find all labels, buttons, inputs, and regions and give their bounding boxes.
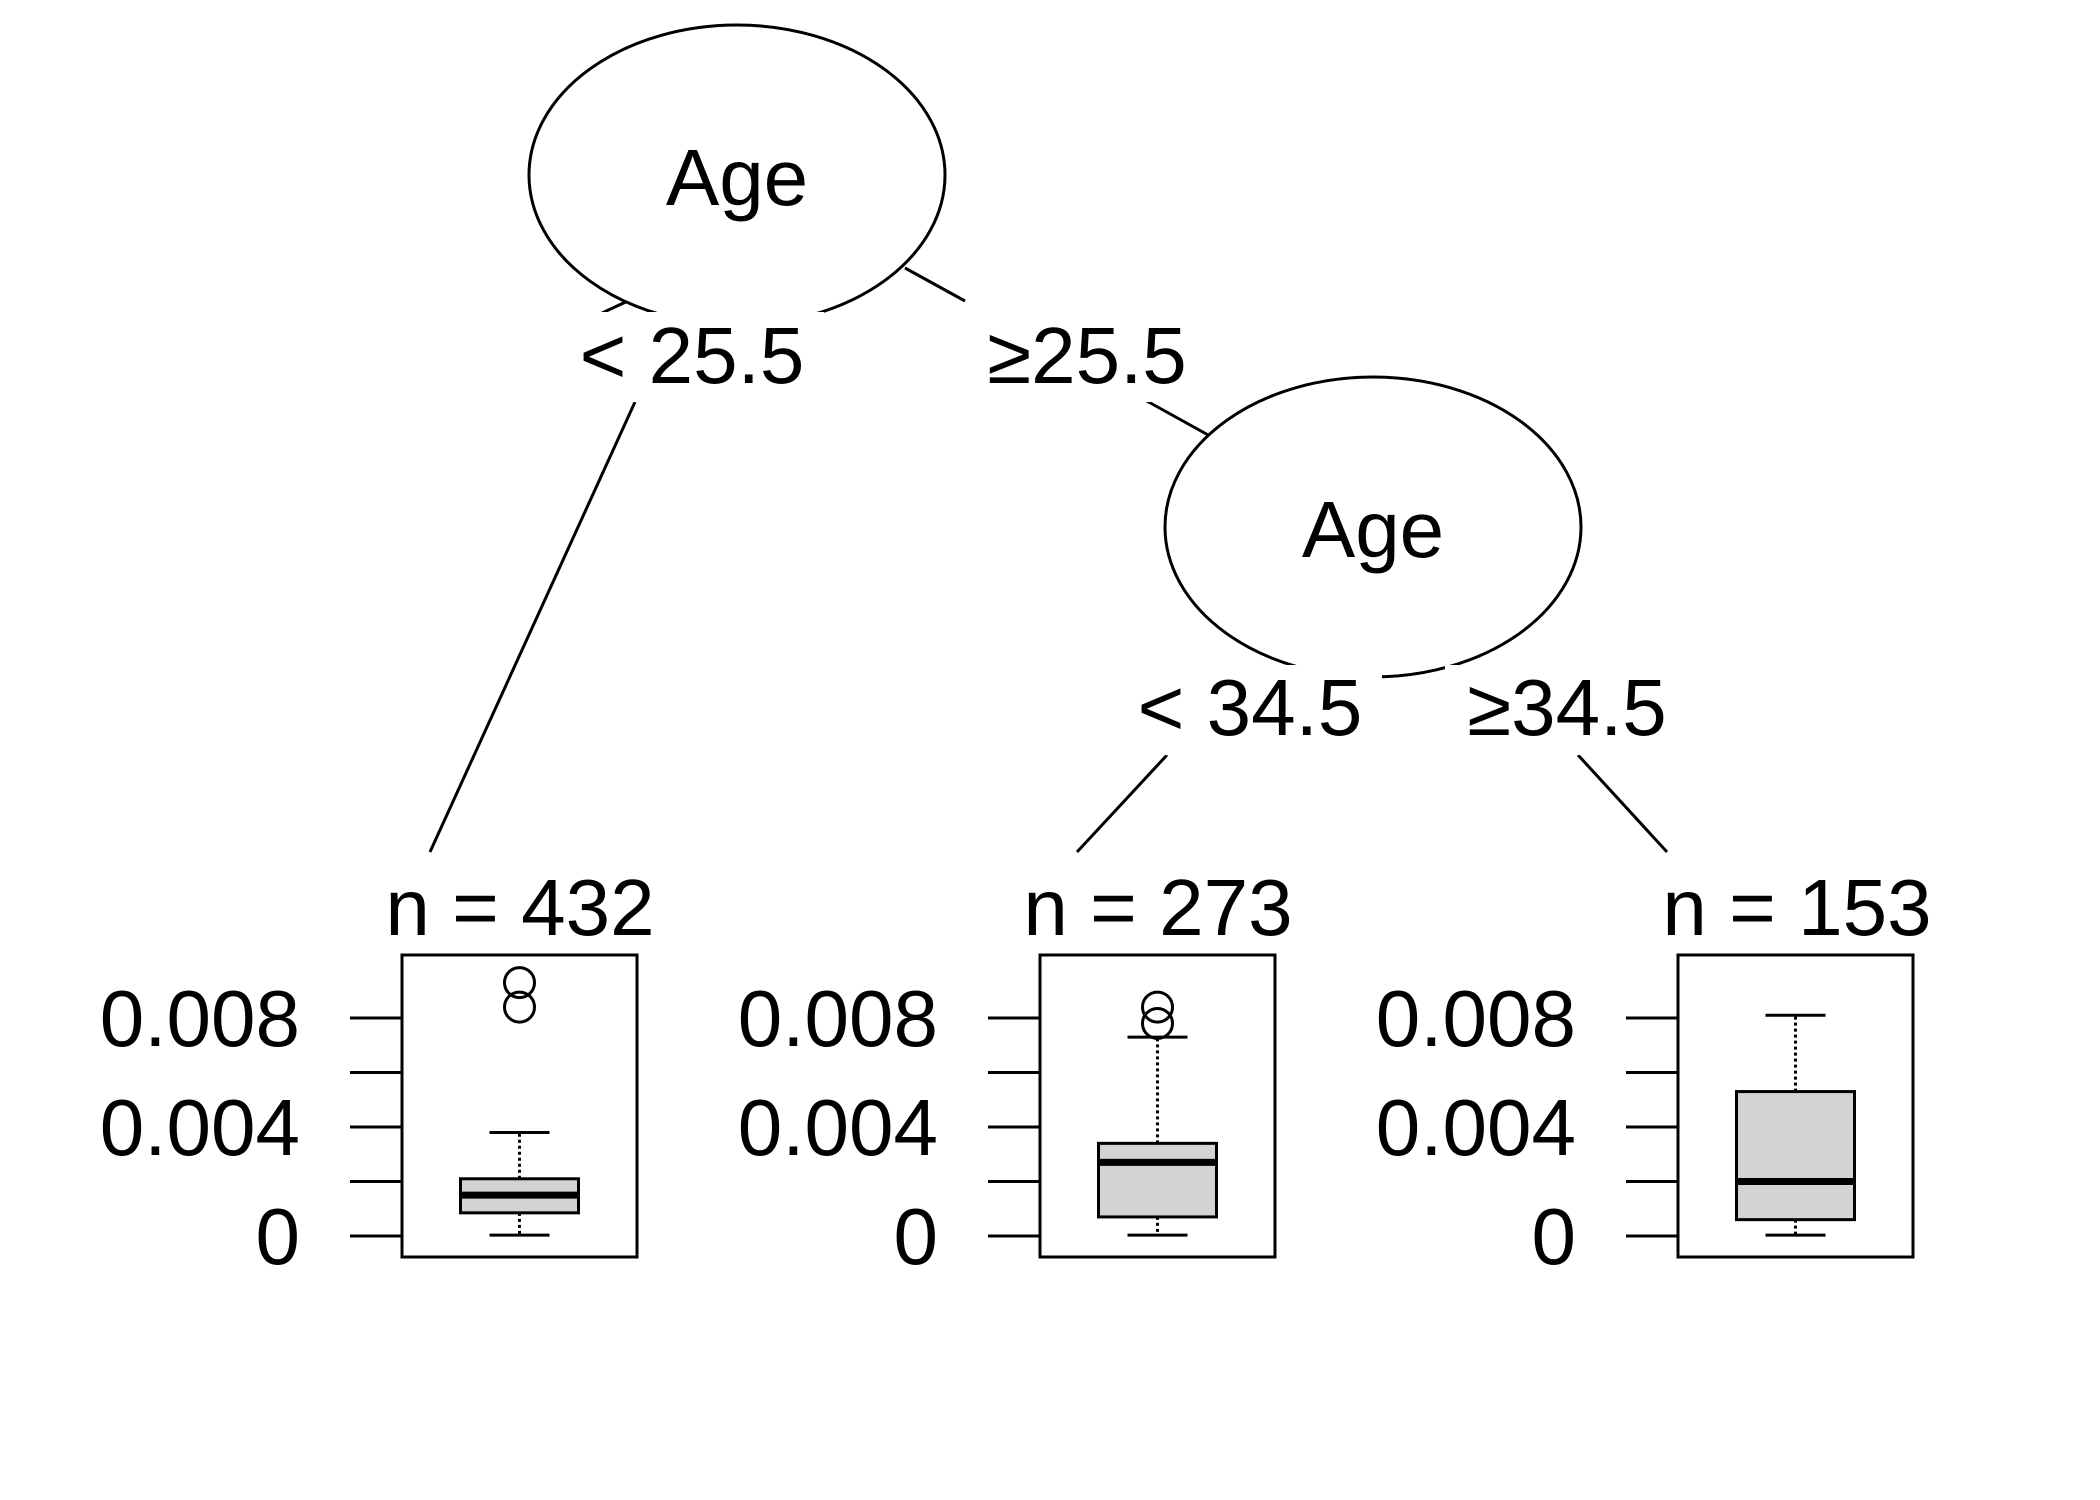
leaf-2: n = 273 0 0.004 0.008 [738, 863, 1293, 1281]
y-tick-label: 0.004 [100, 1083, 300, 1172]
leaf-frame [1038, 953, 1277, 1259]
leaf-n-label: n = 273 [1023, 863, 1292, 952]
edge-label-bg-root-right [965, 312, 1210, 402]
y-tick-label: 0.008 [100, 974, 300, 1063]
edge-label-root-right: ≥25.5 [987, 311, 1187, 400]
y-axis: 0 0.004 0.008 [100, 974, 402, 1281]
y-tick-label: 0 [1532, 1192, 1577, 1281]
y-tick-label: 0 [894, 1192, 939, 1281]
edge-label-bg-inner-right [1445, 665, 1690, 755]
leaf-frame [400, 953, 639, 1259]
edge-label-inner-left: < 34.5 [1138, 663, 1363, 752]
leaf-3: n = 153 0 0.004 0.008 [1376, 863, 1932, 1281]
node-inner-label: Age [1302, 485, 1444, 574]
node-inner: Age [1163, 375, 1583, 679]
y-tick-label: 0 [256, 1192, 301, 1281]
node-root: Age [527, 23, 947, 327]
boxplot [459, 966, 580, 1237]
edge-label-bg-root-left [560, 312, 824, 402]
edges [428, 266, 1669, 854]
y-axis: 0 0.004 0.008 [1376, 974, 1678, 1281]
outlier-point [1141, 1006, 1174, 1040]
edge-inner-right [1576, 753, 1669, 854]
y-tick-label: 0.008 [1376, 974, 1576, 1063]
y-tick-label: 0.004 [738, 1083, 938, 1172]
edge-inner-left [1075, 753, 1169, 854]
y-tick-label: 0.008 [738, 974, 938, 1063]
leaf-1: n = 432 0 0.004 0.008 [100, 863, 655, 1281]
edge-label-inner-right: ≥34.5 [1467, 663, 1667, 752]
y-tick-label: 0.004 [1376, 1083, 1576, 1172]
edge-root-right-lower [1144, 398, 1211, 438]
node-root-label: Age [666, 133, 808, 222]
edge-root-left-lower [428, 401, 637, 853]
outlier-point [1141, 990, 1174, 1024]
boxplot [1735, 1013, 1856, 1237]
leaf-n-label: n = 432 [385, 863, 654, 952]
boxplot [1097, 990, 1218, 1237]
box-iqr [1735, 1090, 1856, 1222]
edge-labels: < 25.5 ≥25.5 < 34.5 ≥34.5 [560, 311, 1690, 755]
leaf-n-label: n = 153 [1662, 863, 1931, 952]
edge-label-root-left: < 25.5 [580, 311, 805, 400]
y-axis: 0 0.004 0.008 [738, 974, 1040, 1281]
edge-label-bg-inner-left [1117, 665, 1382, 755]
leaf-frame [1676, 953, 1915, 1259]
outlier-point [503, 990, 536, 1024]
box-iqr [1097, 1141, 1218, 1219]
edge-root-right-upper [904, 266, 966, 303]
outlier-point [503, 966, 536, 1000]
